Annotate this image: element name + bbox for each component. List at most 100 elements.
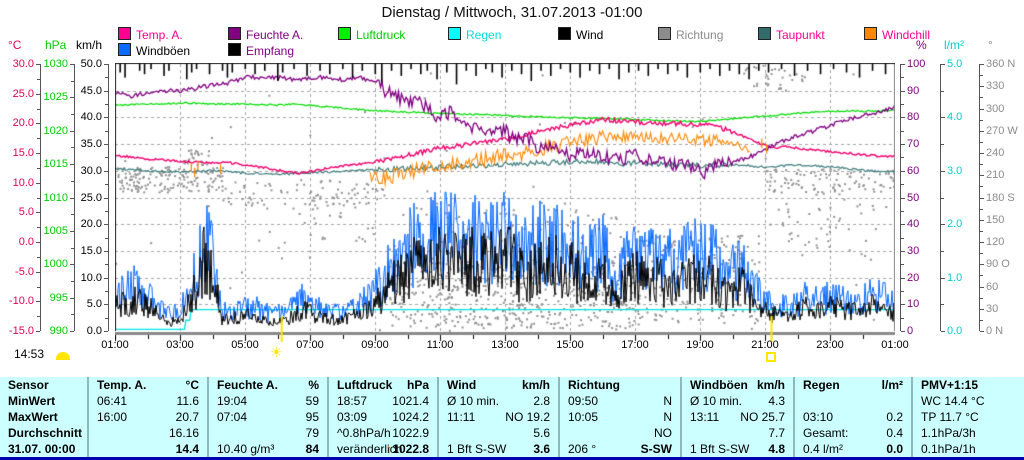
weather-plot-canvas xyxy=(115,63,895,344)
cell-value: NO 25.7 xyxy=(740,410,785,424)
axis-tick xyxy=(70,331,74,332)
axis-tick xyxy=(104,304,108,305)
axis-tick-label: 4.0 xyxy=(947,111,963,123)
axis-tick-label: 50.0 xyxy=(80,58,102,70)
axis-tick xyxy=(980,86,984,87)
column-title: PMV+1:15 xyxy=(921,378,979,392)
x-axis-label: 21:00 xyxy=(751,339,779,351)
axis-minor-tick xyxy=(980,164,983,165)
cell-value: 16.16 xyxy=(168,426,199,440)
axis-tick xyxy=(36,272,40,273)
table-row: 1.1hPa/3h xyxy=(913,425,1024,441)
axis-line xyxy=(74,64,75,331)
legend-item-taupunkt: Taupunkt xyxy=(758,27,825,42)
legend-color-swatch xyxy=(558,27,571,40)
x-axis-label: 13:00 xyxy=(491,339,519,351)
axis-tick xyxy=(980,131,984,132)
x-axis-label: 15:00 xyxy=(556,339,584,351)
axis-tick-label: 30.0 xyxy=(80,165,102,177)
table-row-label: 31.07. 00:00 xyxy=(0,441,87,457)
axis-tick-label: 120 xyxy=(986,236,1005,248)
legend-item-feuchte-a-: Feuchte A. xyxy=(228,27,304,42)
cell-label: TP 11.7 °C xyxy=(921,410,979,424)
table-row: 7.7 xyxy=(682,425,793,441)
table-row-label: Sensor xyxy=(0,377,87,393)
table-col-windb-en: Windböen km/h Ø 10 min. 4.3 13:11 NO 25.7 7.7 1… xyxy=(680,377,793,457)
table-row: 09:50 N xyxy=(560,393,680,409)
cell-value: 79 xyxy=(305,426,319,440)
legend-color-swatch xyxy=(228,43,241,56)
axis-tick xyxy=(70,198,74,199)
axis-minor-tick xyxy=(980,120,983,121)
cell-label: 06:41 xyxy=(97,394,128,408)
table-row: 03:09 1024.2 xyxy=(329,409,437,425)
cell-label: 1.1hPa/3h xyxy=(921,426,976,440)
legend-color-swatch xyxy=(118,43,131,56)
axis-minor-tick xyxy=(37,316,40,317)
axis-minor-tick xyxy=(71,281,74,282)
legend-label: Feuchte A. xyxy=(246,28,304,42)
axis-tick-label: 1000 xyxy=(43,258,68,270)
cell-label: 1 Bft S-SW xyxy=(690,442,750,456)
axis-minor-tick xyxy=(980,186,983,187)
axis-tick-label: 1020 xyxy=(43,125,68,137)
axis-tick-label: 1015 xyxy=(43,158,68,170)
cell-value: 1022.9 xyxy=(392,426,429,440)
axis-tick-label: 3.0 xyxy=(947,165,963,177)
axis-line xyxy=(940,64,941,331)
axis-minor-tick xyxy=(105,157,108,158)
moon-time-label: 14:53 xyxy=(14,347,45,361)
cell-value: 1021.4 xyxy=(392,394,429,408)
axis-tick-label: 0.0 xyxy=(86,325,102,337)
axis-tick-label: -5.0 xyxy=(15,266,34,278)
table-row: 1 Bft S-SW 3.6 xyxy=(439,441,558,457)
axis-tick-label: 20.0 xyxy=(12,117,34,129)
axis-tick xyxy=(901,331,905,332)
cell-label: 0.1hPa/1h xyxy=(921,442,976,456)
cell-value: 84 xyxy=(305,442,319,456)
table-row: NO xyxy=(560,425,680,441)
table-row: 13:11 NO 25.7 xyxy=(682,409,793,425)
axis-tick xyxy=(901,224,905,225)
column-unit: l/m² xyxy=(881,378,903,392)
cell-label: Ø 10 min. xyxy=(447,394,500,408)
cell-label: WC 14.4 °C xyxy=(921,394,985,408)
axis-minor-tick xyxy=(980,275,983,276)
axis-tick xyxy=(980,198,984,199)
axis-tick xyxy=(104,198,108,199)
axis-tick xyxy=(36,331,40,332)
axis-minor-tick xyxy=(71,314,74,315)
axis-minor-tick xyxy=(901,77,904,78)
cell-value: 4.8 xyxy=(768,442,785,456)
axis-minor-tick xyxy=(37,227,40,228)
cell-label: 10.40 g/m³ xyxy=(217,442,275,456)
axis-tick-label: 1030 xyxy=(43,58,68,70)
axis-minor-tick xyxy=(941,198,944,199)
axis-tick xyxy=(70,97,74,98)
x-axis-label: 19:00 xyxy=(686,339,714,351)
table-row: WC 14.4 °C xyxy=(913,393,1024,409)
bottom-border-strip xyxy=(0,457,1024,460)
table-row: 206 ° S-SW xyxy=(560,441,680,457)
axis-tick-label: 40 xyxy=(907,218,920,230)
axis-tick-label: 60 xyxy=(907,165,920,177)
axis-tick xyxy=(36,94,40,95)
axis-tick xyxy=(980,242,984,243)
legend-color-swatch xyxy=(448,27,461,40)
legend-label: Richtung xyxy=(676,28,724,42)
axis-minor-tick xyxy=(105,184,108,185)
cell-value: 3.6 xyxy=(533,442,550,456)
table-header-row: Wind km/h xyxy=(439,377,558,393)
x-axis-label: 23:00 xyxy=(816,339,844,351)
table-row: 0.4 l/m² 0.0 xyxy=(795,441,911,457)
axis-tick xyxy=(36,242,40,243)
legend-color-swatch xyxy=(338,27,351,40)
cell-label: 13:11 xyxy=(690,410,720,424)
legend-color-swatch xyxy=(228,27,241,40)
axis-tick xyxy=(104,278,108,279)
axis-tick-label: 210 xyxy=(986,169,1005,181)
axis-minor-tick xyxy=(71,147,74,148)
legend-label: Windchill xyxy=(882,28,931,42)
column-unit: °C xyxy=(185,378,199,392)
